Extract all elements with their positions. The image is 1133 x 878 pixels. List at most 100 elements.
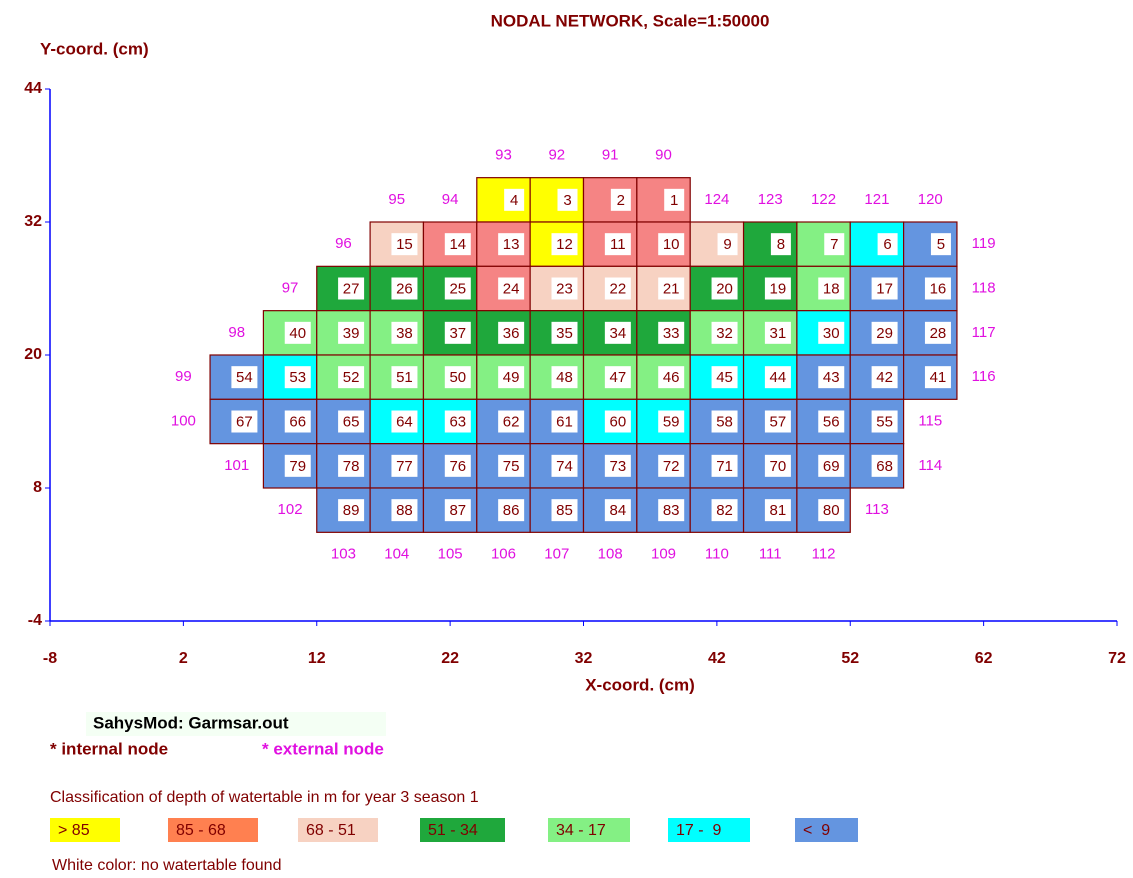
external-node-label: 97	[282, 279, 299, 296]
node-label-box	[824, 233, 845, 256]
node-label: 59	[663, 413, 680, 430]
node-label: 2	[617, 192, 625, 209]
node-label: 15	[396, 236, 413, 253]
node-label: 77	[396, 458, 413, 475]
node-label-box	[658, 277, 685, 300]
node-label: 79	[289, 458, 306, 475]
node-label-box	[871, 366, 898, 389]
external-node-label: 110	[705, 545, 729, 562]
external-node-label: 112	[812, 545, 836, 562]
source: SahysMod: Garmsar.out	[93, 713, 289, 732]
node-label-box	[551, 277, 578, 300]
legend-label: > 85	[58, 822, 90, 839]
x-tick-label: 62	[975, 650, 993, 667]
node-label-box	[444, 233, 471, 256]
node-label-box	[231, 410, 258, 433]
external-node-label: 124	[704, 191, 729, 208]
node-label: 41	[930, 369, 947, 386]
node-label-box	[444, 410, 471, 433]
key-external: * external node	[262, 739, 384, 758]
external-node-label: 121	[864, 191, 889, 208]
node-label-box	[658, 233, 685, 256]
node-label-box	[551, 321, 578, 344]
node-label: 54	[236, 369, 253, 386]
node-label-box	[818, 366, 845, 389]
node-label: 6	[883, 236, 891, 253]
node-label-box	[871, 321, 898, 344]
node-label-box	[711, 499, 738, 522]
y-tick-label: 44	[24, 80, 42, 97]
node-label-box	[338, 499, 365, 522]
node-label-box	[338, 410, 365, 433]
node-label: 61	[556, 413, 573, 430]
x-tick-label: 42	[708, 650, 726, 667]
external-node-label: 99	[175, 368, 192, 385]
node-label-box	[498, 321, 525, 344]
node-label: 60	[610, 413, 627, 430]
external-node-label: 118	[972, 279, 996, 296]
node-label-box	[818, 321, 845, 344]
node-label-box	[604, 410, 631, 433]
node-label-box	[444, 454, 471, 477]
node-label: 67	[236, 413, 253, 430]
node-label: 26	[396, 280, 413, 297]
node-label-box	[498, 366, 525, 389]
node-label-box	[764, 454, 791, 477]
node-label: 31	[770, 325, 787, 342]
node-label: 11	[610, 236, 626, 253]
node-label: 58	[716, 413, 733, 430]
node-label-box	[284, 321, 311, 344]
node-label: 21	[663, 280, 680, 297]
node-label: 43	[823, 369, 840, 386]
legend-swatch	[50, 818, 120, 842]
node-label: 39	[343, 325, 360, 342]
y-axis-label: Y-coord. (cm)	[40, 39, 149, 58]
node-label-box	[871, 454, 898, 477]
node-label: 19	[770, 280, 787, 297]
node-label-box	[764, 410, 791, 433]
node-label-box	[551, 366, 578, 389]
node-label-box	[818, 410, 845, 433]
node-label-box	[711, 277, 738, 300]
external-node-label: 103	[331, 545, 356, 562]
node-label: 32	[716, 325, 733, 342]
external-node-label: 109	[651, 545, 676, 562]
node-label-box	[338, 454, 365, 477]
legend-label: 85 - 68	[176, 822, 226, 839]
node-label: 74	[556, 458, 573, 475]
external-node-label: 100	[171, 412, 196, 429]
node-label: 76	[449, 458, 466, 475]
y-tick-label: 20	[24, 346, 42, 363]
node-label-box	[658, 410, 685, 433]
node-label: 44	[770, 369, 787, 386]
y-tick-label: 32	[24, 213, 42, 230]
node-label-box	[557, 188, 578, 211]
node-label: 51	[396, 369, 413, 386]
legend-swatch	[168, 818, 258, 842]
node-label: 34	[610, 325, 627, 342]
external-node-label: 101	[224, 457, 249, 474]
external-node-label: 93	[495, 146, 512, 163]
node-label: 7	[830, 236, 838, 253]
external-node-label: 92	[548, 146, 565, 163]
node-label: 70	[770, 458, 787, 475]
node-label-box	[284, 454, 311, 477]
node-label-box	[924, 366, 951, 389]
legend-swatch	[548, 818, 630, 842]
node-label: 38	[396, 325, 413, 342]
node-label-box	[391, 499, 418, 522]
legend-label: < 9	[803, 822, 830, 839]
external-node-label: 102	[278, 501, 303, 518]
node-label-box	[717, 233, 738, 256]
y-tick-label: -4	[28, 612, 42, 629]
node-label-box	[711, 410, 738, 433]
node-label-box	[604, 277, 631, 300]
node-label-box	[764, 366, 791, 389]
node-label: 57	[770, 413, 787, 430]
node-label: 83	[663, 502, 680, 519]
legend-note: White color: no watertable found	[52, 857, 281, 874]
node-label: 48	[556, 369, 573, 386]
node-label: 36	[503, 325, 520, 342]
node-label: 71	[716, 458, 733, 475]
